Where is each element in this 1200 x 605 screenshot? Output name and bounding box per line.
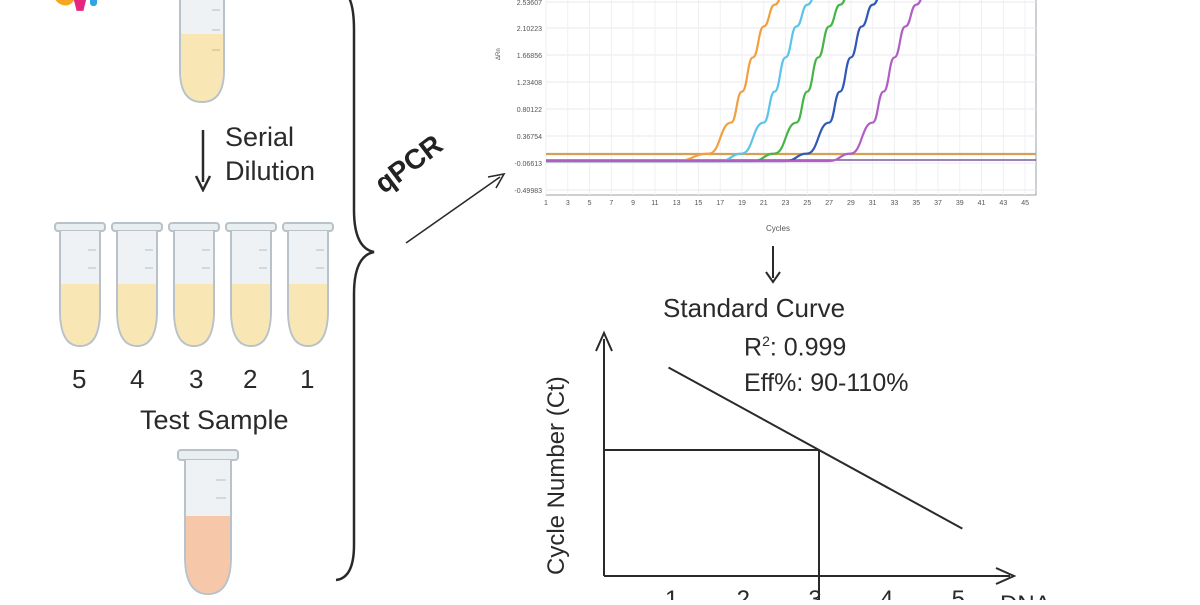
test-sample-tube (176, 448, 240, 598)
std-x-tick-label: 4 (880, 586, 893, 600)
amp-curve-series (546, 0, 781, 163)
tube-number-2: 2 (243, 364, 258, 394)
amp-x-tick: 13 (673, 200, 681, 207)
std-y-axis-arrowhead (595, 330, 613, 352)
tube-number-4: 4 (130, 364, 145, 394)
amp-x-tick: 19 (738, 200, 746, 207)
amp-y-tick: 2.53607 (517, 0, 542, 7)
amp-x-tick: 5 (588, 200, 592, 207)
amp-x-tick: 11 (651, 200, 658, 207)
down-arrow (763, 246, 783, 284)
amp-curve-series (546, 0, 846, 163)
amp-curve-series (546, 0, 879, 163)
standard-curve-chart: 1 2 3 4 5 Cycle Number (Ct) DNA (530, 325, 1200, 605)
qpcr-arrow (400, 165, 512, 247)
amp-curve-series (546, 0, 922, 163)
r2-value: : 0.999 (769, 333, 847, 362)
test-sample-label: Test Sample (140, 405, 289, 435)
tube-number-3: 3 (189, 364, 204, 394)
amp-x-tick: 21 (760, 200, 768, 207)
amp-y-tick: -0.06613 (514, 161, 542, 168)
logo-bar-shape (90, 0, 97, 6)
dilution-label-line2: Dilution (225, 156, 316, 186)
amp-x-tick: 45 (1021, 200, 1029, 207)
std-regression-line (668, 366, 963, 530)
amp-y-tick: 1.23408 (517, 80, 542, 87)
logo-a-shape (73, 0, 87, 11)
logo (50, 0, 130, 14)
amp-x-tick: 1 (544, 200, 548, 207)
amp-y-tick: 0.80122 (517, 107, 542, 114)
std-x-tick-label: 3 (808, 586, 821, 600)
logo-s-shape (56, 0, 75, 6)
amp-x-tick: 27 (825, 200, 833, 207)
dilution-tube (225, 222, 277, 348)
amp-x-tick: 35 (912, 200, 920, 207)
tube-number-5: 5 (72, 364, 87, 394)
std-x-tick-label: 1 (665, 586, 678, 600)
amp-plot-area (545, 0, 1037, 196)
amp-x-tick: 29 (847, 200, 855, 207)
amp-x-tick: 23 (782, 200, 790, 207)
stock-tube (176, 0, 228, 108)
std-x-axis-arrowhead (995, 567, 1017, 585)
std-y-axis-label: Cycle Number (Ct) (543, 376, 570, 575)
amp-y-axis-label: ΔRn (496, 48, 502, 60)
std-x-tick-label: 2 (737, 586, 750, 600)
dilution-arrow (193, 130, 213, 193)
dilution-tube (111, 222, 163, 348)
amp-x-tick: 39 (956, 200, 964, 207)
grouping-brace (330, 0, 380, 600)
efficiency-annotation: Eff%: 90-110% (744, 369, 909, 397)
r-squared-annotation: R2: 0.999 (744, 333, 846, 362)
dilution-tube (168, 222, 220, 348)
amp-x-tick: 31 (869, 200, 877, 207)
r2-letter: R (744, 333, 763, 362)
amp-y-tick: 0.36754 (517, 134, 542, 141)
amp-x-tick: 17 (716, 200, 724, 207)
amp-x-tick: 25 (803, 200, 811, 207)
amp-x-tick: 41 (978, 200, 986, 207)
dilution-tube (282, 222, 334, 348)
amp-y-tick: -0.49983 (514, 188, 542, 195)
amp-x-tick: 33 (891, 200, 899, 207)
tube-number-1: 1 (300, 364, 315, 394)
dilution-tube-row (54, 222, 344, 350)
dilution-label-line1: Serial (225, 122, 295, 152)
dilution-tube (54, 222, 106, 348)
amp-x-tick: 9 (631, 200, 635, 207)
amp-x-tick: 37 (934, 200, 942, 207)
std-x-axis-label: DNA (1000, 591, 1051, 600)
amp-x-tick: 43 (999, 200, 1007, 207)
std-x-tick-label: 5 (952, 586, 965, 600)
amp-y-tick: 1.66856 (517, 53, 542, 60)
amp-curve-series (546, 0, 813, 163)
amp-x-axis-label: Cycles (766, 224, 790, 233)
amp-x-tick: 15 (695, 200, 703, 207)
r2-superscript: 2 (762, 333, 770, 349)
amp-x-tick: 7 (609, 200, 613, 207)
standard-curve-title: Standard Curve (663, 293, 846, 323)
amp-x-tick: 3 (566, 200, 570, 207)
amplification-plot: 2.53607 2.10223 1.66856 1.23408 0.80122 0.367… (490, 0, 1050, 240)
amp-y-tick: 2.10223 (517, 26, 542, 33)
